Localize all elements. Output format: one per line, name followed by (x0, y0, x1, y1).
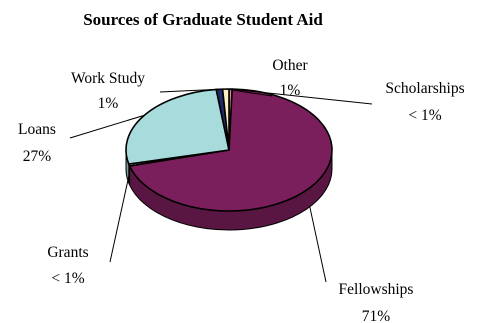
label-work-study-name: Work Study (71, 70, 145, 87)
label-loans-name: Loans (18, 121, 56, 138)
label-grants-value: < 1% (51, 270, 84, 287)
leader-line-grants (109, 174, 130, 263)
label-scholarships-value: < 1% (408, 107, 441, 124)
label-fellowships-name: Fellowships (339, 281, 414, 298)
label-other-name: Other (272, 57, 308, 74)
label-work-study-value: 1% (98, 95, 119, 112)
slice-loans (125, 88, 230, 165)
pie-top (125, 88, 333, 212)
leader-line-other (225, 88, 273, 97)
leader-line-work-study (159, 88, 220, 93)
chart-title: Sources of Graduate Student Aid (83, 10, 323, 29)
label-grants-name: Grants (47, 244, 88, 261)
label-loans-value: 27% (23, 148, 52, 165)
leader-line-fellowships (309, 206, 327, 283)
leader-line-loans (69, 114, 145, 139)
label-scholarships-name: Scholarships (385, 80, 464, 97)
leader-lines (69, 88, 373, 283)
label-fellowships-value: 71% (362, 308, 391, 323)
label-other-value: 1% (280, 82, 301, 99)
slice-fellowships (128, 88, 333, 212)
leader-line-scholarships (230, 88, 373, 105)
